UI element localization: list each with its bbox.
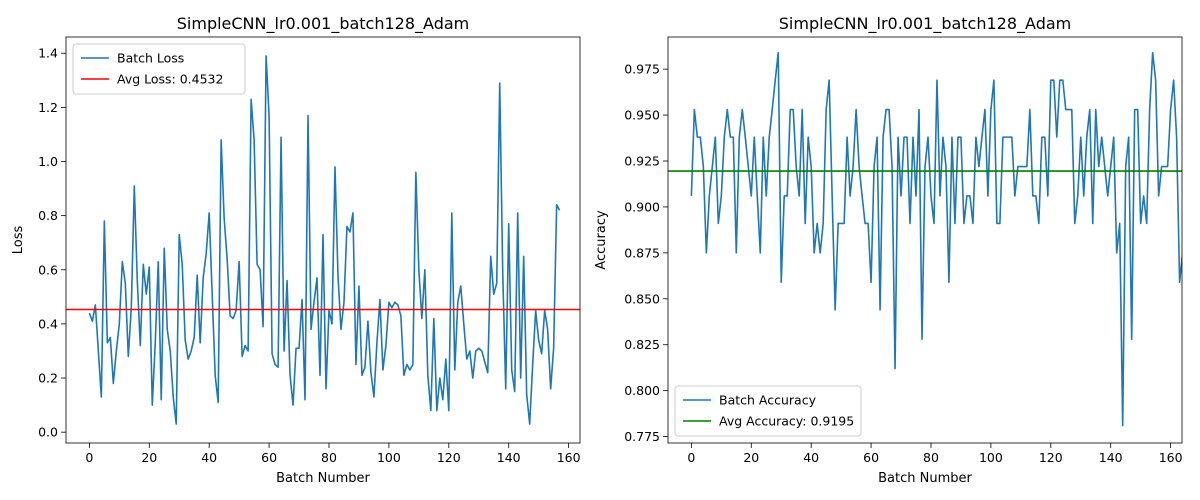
plot-area xyxy=(66,55,580,425)
legend-label: Avg Loss: 0.4532 xyxy=(117,72,223,87)
accuracy-chart-panel: SimpleCNN_lr0.001_batch128_Adam 0 20 40 60 80… xyxy=(594,14,1183,486)
legend-label: Batch Accuracy xyxy=(719,393,817,408)
x-tick-label: 40 xyxy=(803,450,819,465)
x-tick-label: 160 xyxy=(1159,450,1183,465)
series-line xyxy=(690,51,1182,427)
plot-frame xyxy=(667,36,1183,444)
x-tick-label: 120 xyxy=(437,450,461,465)
series-line xyxy=(88,55,561,425)
y-tick-label: 1.2 xyxy=(38,100,58,115)
x-tick-label: 100 xyxy=(377,450,401,465)
legend-label: Batch Loss xyxy=(117,51,184,66)
plot-frame xyxy=(65,36,581,444)
y-tick-label: 0.800 xyxy=(624,383,660,398)
x-tick-label: 20 xyxy=(141,450,157,465)
x-axis-label: Batch Number xyxy=(878,471,972,486)
y-tick-label: 0.825 xyxy=(624,337,660,352)
x-axis-label: Batch Number xyxy=(276,471,370,486)
plot-area xyxy=(668,51,1182,427)
y-tick-label: 0.900 xyxy=(624,199,660,214)
x-tick-label: 60 xyxy=(863,450,879,465)
x-tick-label: 60 xyxy=(261,450,277,465)
x-tick-label: 80 xyxy=(923,450,939,465)
x-tick-label: 80 xyxy=(321,450,337,465)
y-tick-label: 0.0 xyxy=(38,425,58,440)
x-tick-label: 160 xyxy=(557,450,581,465)
y-tick-label: 0.6 xyxy=(38,262,58,277)
legend-label: Avg Accuracy: 0.9195 xyxy=(719,414,854,429)
x-tick-label: 20 xyxy=(743,450,759,465)
y-tick-label: 0.925 xyxy=(624,154,660,169)
legend: Batch Loss Avg Loss: 0.4532 xyxy=(72,43,246,95)
y-tick-label: 1.4 xyxy=(38,46,58,61)
x-tick-label: 0 xyxy=(687,450,695,465)
chart-title: SimpleCNN_lr0.001_batch128_Adam xyxy=(779,14,1072,34)
x-tick-label: 120 xyxy=(1039,450,1063,465)
chart-title: SimpleCNN_lr0.001_batch128_Adam xyxy=(177,14,470,34)
y-tick-label: 0.2 xyxy=(38,371,58,386)
x-tick-label: 140 xyxy=(1099,450,1123,465)
legend-box xyxy=(674,385,862,437)
y-tick-label: 0.4 xyxy=(38,316,58,331)
loss-chart-panel: SimpleCNN_lr0.001_batch128_Adam 0 20 40 60 80… xyxy=(11,14,581,486)
y-tick-label: 1.0 xyxy=(38,154,58,169)
y-axis-label: Loss xyxy=(11,226,26,255)
legend: Batch Accuracy Avg Accuracy: 0.9195 xyxy=(674,385,862,437)
x-tick-label: 40 xyxy=(201,450,217,465)
y-axis-label: Accuracy xyxy=(594,210,609,270)
x-tick-label: 140 xyxy=(497,450,521,465)
x-tick-label: 100 xyxy=(979,450,1003,465)
y-tick-label: 0.775 xyxy=(624,429,660,444)
legend-box xyxy=(72,43,246,95)
y-tick-label: 0.950 xyxy=(624,108,660,123)
y-tick-label: 0.850 xyxy=(624,291,660,306)
x-tick-label: 0 xyxy=(85,450,93,465)
y-tick-label: 0.8 xyxy=(38,208,58,223)
y-tick-label: 0.875 xyxy=(624,245,660,260)
y-tick-label: 0.975 xyxy=(624,62,660,77)
